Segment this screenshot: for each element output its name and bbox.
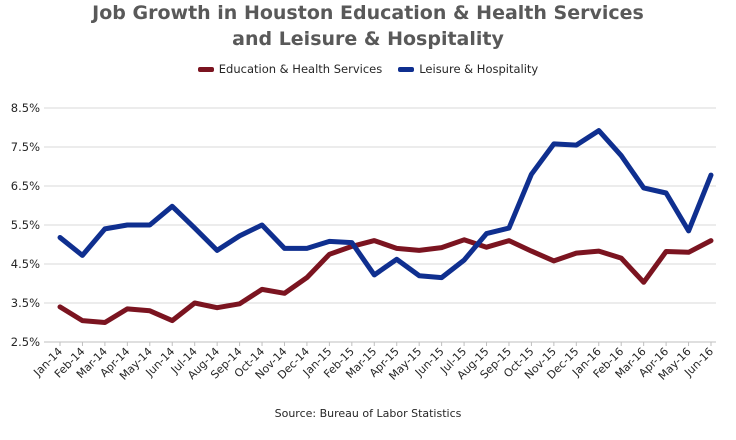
chart-title-line-2: and Leisure & Hospitality [232, 28, 504, 50]
y-tick-label: 2.5% [11, 335, 40, 349]
series-line-leisure [57, 128, 714, 281]
legend-item-leisure: Leisure & Hospitality [398, 62, 538, 76]
chart-legend: Education & Health Services Leisure & Ho… [0, 62, 736, 76]
legend-label-education: Education & Health Services [218, 62, 383, 76]
y-tick-label: 3.5% [11, 296, 40, 310]
legend-swatch-education [197, 66, 214, 72]
chart-title: Job Growth in Houston Education & Health… [0, 0, 736, 52]
y-tick-label: 7.5% [11, 140, 40, 154]
chart-source-note: Source: Bureau of Labor Statistics [274, 407, 462, 420]
legend-label-leisure: Leisure & Hospitality [419, 62, 539, 76]
legend-item-education: Education & Health Services [197, 62, 383, 76]
y-tick-label: 5.5% [11, 218, 40, 232]
y-tick-label: 8.5% [11, 101, 40, 115]
y-tick-label: 6.5% [11, 179, 40, 193]
series-line-education [57, 237, 714, 325]
legend-swatch-leisure [398, 66, 415, 72]
y-tick-label: 4.5% [11, 257, 40, 271]
chart-title-line-1: Job Growth in Houston Education & Health… [92, 2, 644, 24]
